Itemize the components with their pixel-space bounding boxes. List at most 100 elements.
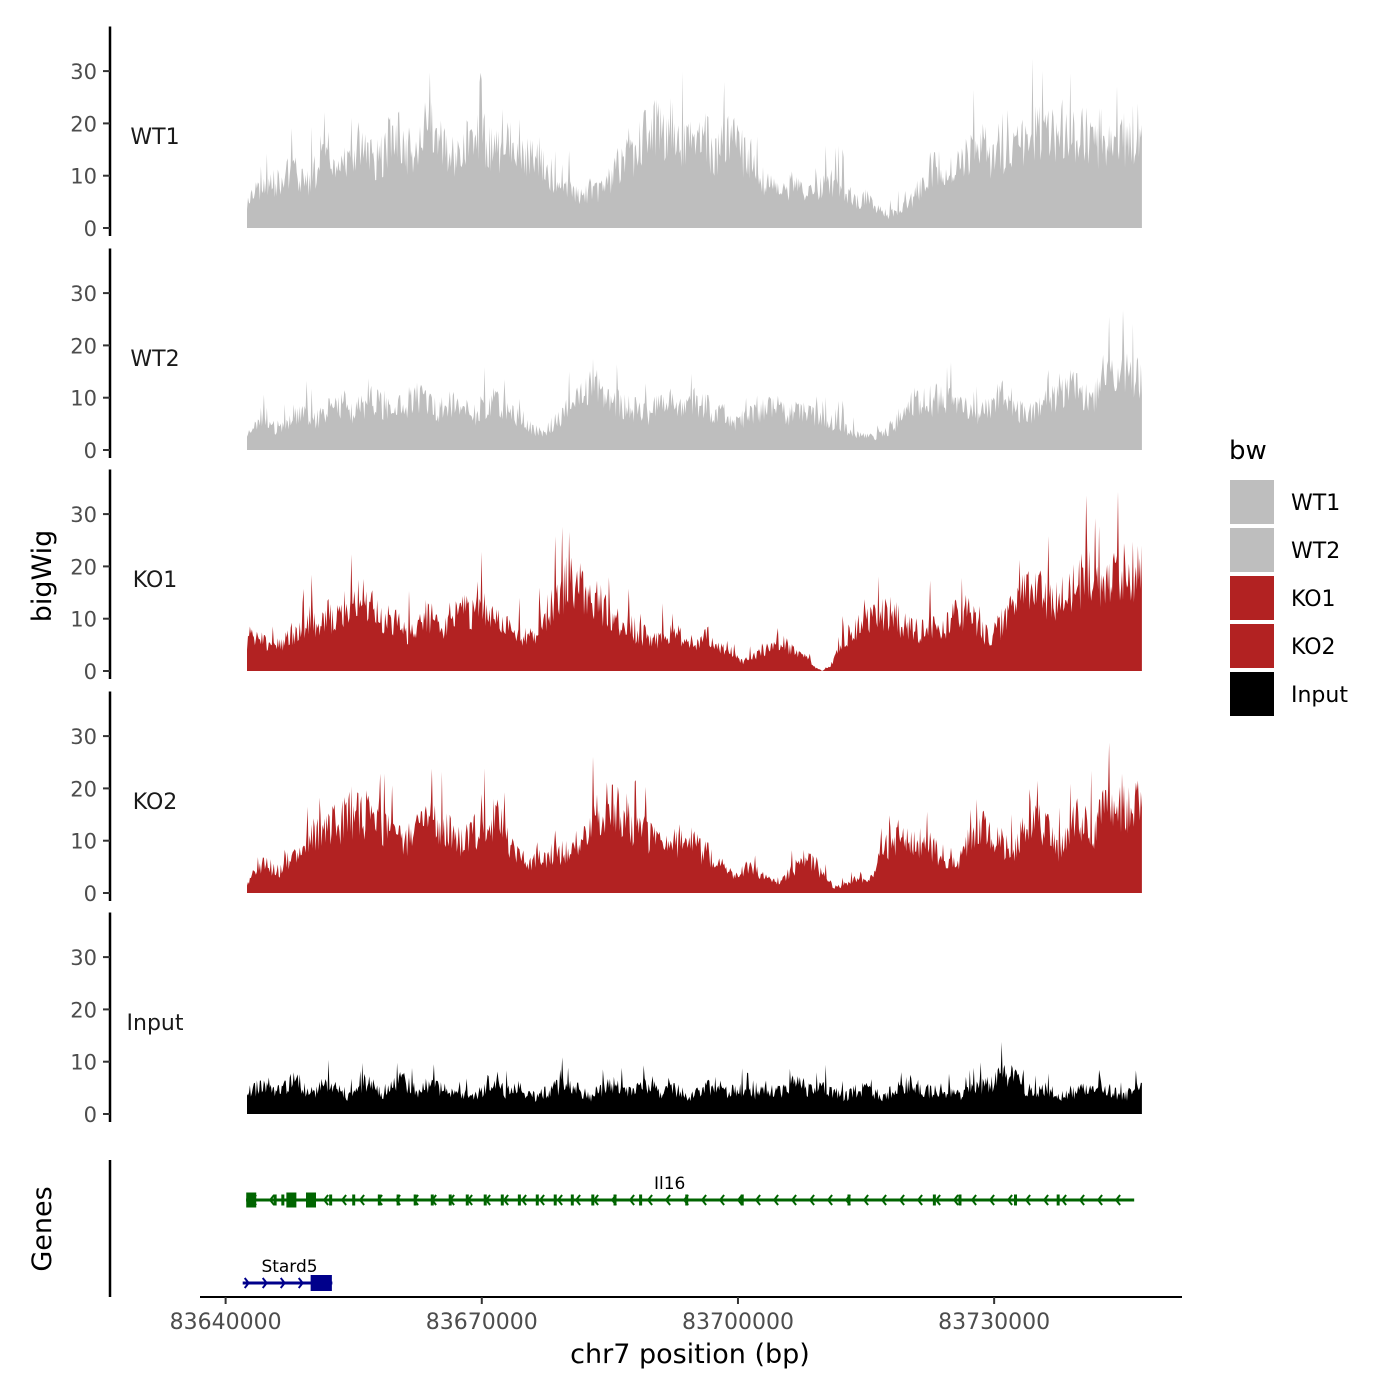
strand-arrow [340, 1194, 347, 1206]
strand-arrow [520, 1194, 527, 1206]
y-tick-label: 30 [70, 503, 97, 527]
x-tick-label: 83730000 [938, 1310, 1050, 1335]
legend-label-input: Input [1291, 683, 1348, 708]
gene-exon [273, 1194, 277, 1206]
strand-arrow [862, 1194, 869, 1206]
strand-arrow [268, 1194, 275, 1206]
legend-swatch-ko2 [1230, 624, 1274, 668]
track-wt2: 0 10 20 30 WT2 [70, 248, 1142, 463]
coverage-area-ko1 [247, 491, 1142, 671]
gene-exon [352, 1194, 356, 1206]
gene-exon [932, 1194, 936, 1206]
legend-swatch-wt1 [1230, 480, 1274, 524]
y-tick-label: 30 [70, 60, 97, 84]
strand-arrow [970, 1194, 977, 1206]
gene-exon [246, 1192, 257, 1208]
strand-arrow [1024, 1194, 1031, 1206]
gene-exon [847, 1194, 851, 1206]
legend-swatch-input [1230, 672, 1274, 716]
x-axis: 83640000 83670000 83700000 83730000 [170, 1296, 1182, 1335]
strand-arrow [1078, 1194, 1085, 1206]
legend-label-wt2: WT2 [1291, 539, 1340, 564]
strand-arrow [790, 1194, 797, 1206]
legend-label-ko1: KO1 [1291, 587, 1336, 612]
y-tick-label: 30 [70, 725, 97, 749]
gene-exon [639, 1194, 643, 1206]
legend-entries: WT1 WT2 KO1 KO2 Input [1230, 480, 1348, 716]
track-label: Input [127, 1011, 184, 1036]
legend-label-wt1: WT1 [1291, 491, 1340, 516]
strand-arrow [1114, 1194, 1121, 1206]
strand-arrow [952, 1194, 959, 1206]
gene-exon [281, 1194, 285, 1206]
gene-exon [535, 1194, 539, 1206]
strand-arrow [700, 1194, 707, 1206]
gene-exon [320, 1275, 332, 1291]
x-tick-label: 83700000 [682, 1310, 794, 1335]
y-tick-label: 20 [70, 777, 97, 801]
y-tick-label: 10 [70, 830, 97, 854]
gene-il16: Il16 [246, 1174, 1135, 1208]
legend-label-ko2: KO2 [1291, 635, 1336, 660]
genes-axis-title: Genes [27, 1186, 58, 1271]
y-tick-label: 0 [84, 1103, 97, 1127]
gene-exon [570, 1194, 574, 1206]
legend: bw WT1 WT2 KO1 KO2 Input [1229, 436, 1348, 716]
track-ko1: 0 10 20 30 KO1 [70, 469, 1142, 684]
strand-arrow [502, 1194, 509, 1206]
gene-exon [500, 1194, 504, 1206]
y-tick-label: 0 [84, 439, 97, 463]
x-tick-label: 83670000 [426, 1310, 538, 1335]
y-tick-label: 10 [70, 608, 97, 632]
track-label: KO1 [133, 568, 178, 593]
gene-exon [958, 1194, 962, 1206]
strand-arrow [1006, 1194, 1013, 1206]
coverage-area-wt2 [247, 310, 1142, 450]
strand-arrow [628, 1194, 635, 1206]
strand-arrow [898, 1194, 905, 1206]
gene-exon [1013, 1194, 1017, 1206]
y-tick-label: 20 [70, 112, 97, 136]
gene-exon [591, 1194, 595, 1206]
gene-exon [310, 1275, 322, 1291]
gene-exon [430, 1194, 434, 1206]
bigwig-tracks: 0 10 20 30 WT1 0 10 20 30 WT2 0 10 20 30 KO1 0 10 20 30 KO2… [70, 26, 1142, 1127]
y-tick-label: 20 [70, 998, 97, 1022]
track-label: KO2 [133, 790, 178, 815]
gene-exon [396, 1194, 400, 1206]
track-label: WT2 [130, 347, 179, 372]
gene-exon [413, 1194, 417, 1206]
strand-arrow [574, 1194, 581, 1206]
y-axis-title: bigWig [27, 530, 58, 623]
track-label: WT1 [130, 125, 179, 150]
strand-arrow [934, 1194, 941, 1206]
gene-exon [740, 1194, 744, 1206]
gene-exon [517, 1194, 521, 1206]
x-axis-title: chr7 position (bp) [570, 1339, 810, 1370]
strand-arrow [322, 1194, 329, 1206]
strand-arrow [1060, 1194, 1067, 1206]
strand-arrow [664, 1194, 671, 1206]
strand-arrow [279, 1277, 286, 1289]
strand-arrow [718, 1194, 725, 1206]
strand-arrow [826, 1194, 833, 1206]
gene-label: Il16 [654, 1174, 685, 1194]
gene-exon [448, 1194, 452, 1206]
gene-exon [377, 1194, 381, 1206]
y-tick-label: 0 [84, 882, 97, 906]
gene-exon [483, 1194, 487, 1206]
coverage-area-wt1 [247, 58, 1142, 228]
y-tick-label: 20 [70, 555, 97, 579]
strand-arrow [880, 1194, 887, 1206]
strand-arrow [538, 1194, 545, 1206]
y-tick-label: 10 [70, 165, 97, 189]
y-tick-label: 20 [70, 334, 97, 358]
coverage-area-ko2 [247, 742, 1142, 893]
gene-exon [553, 1194, 557, 1206]
strand-arrow [808, 1194, 815, 1206]
track-ko2: 0 10 20 30 KO2 [70, 691, 1142, 906]
gene-exon [1056, 1194, 1060, 1206]
gene-exon [613, 1194, 617, 1206]
legend-title: bw [1229, 436, 1267, 466]
